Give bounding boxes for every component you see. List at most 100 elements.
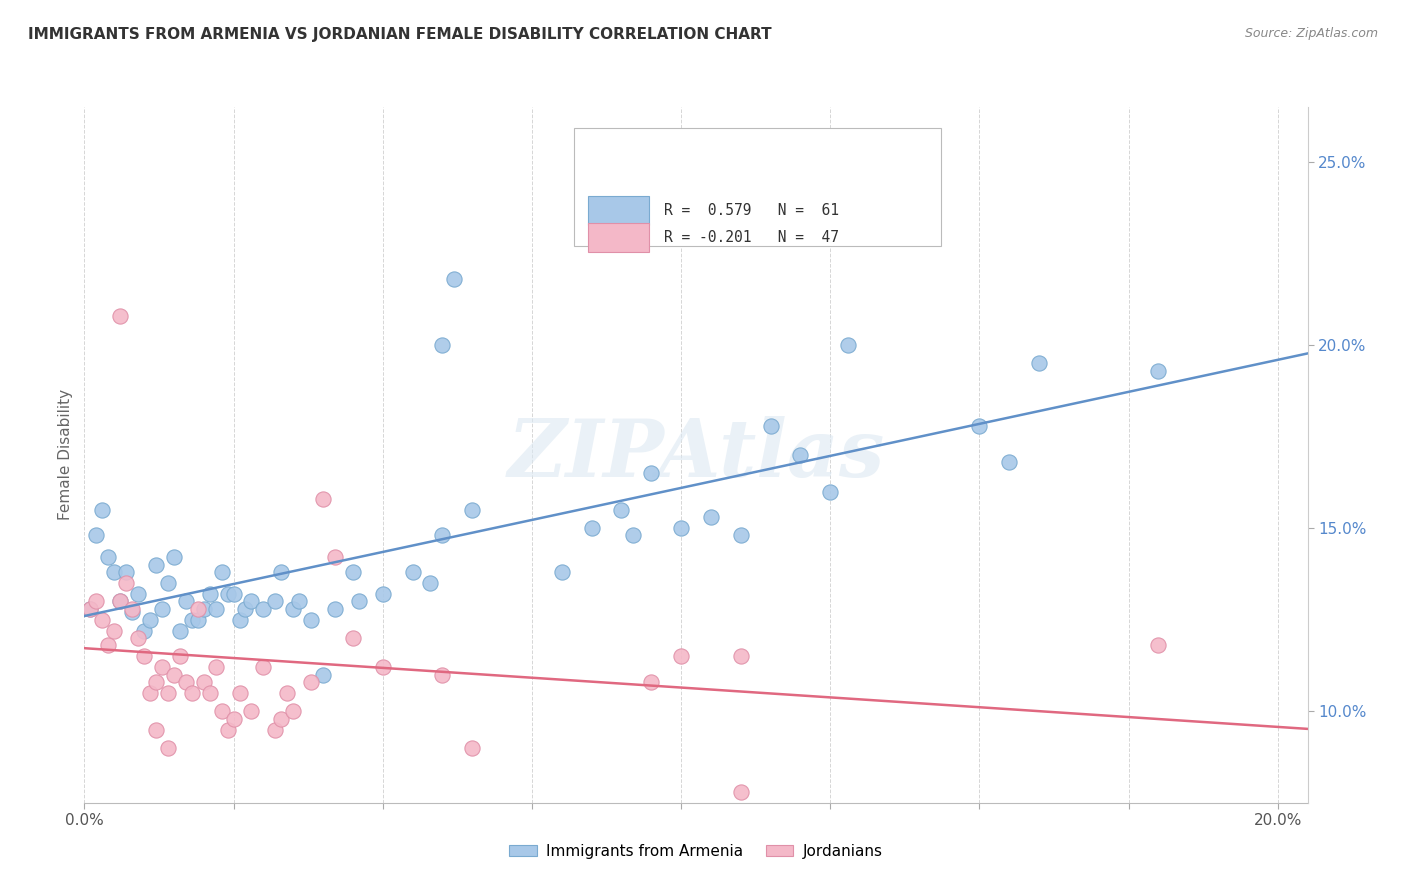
Point [347, 594, 370, 608]
Point [419, 576, 441, 591]
Point [998, 455, 1021, 469]
Point [84, 594, 107, 608]
Point [432, 667, 454, 681]
Text: ZIPAtlas: ZIPAtlas [508, 417, 884, 493]
Point [299, 613, 322, 627]
Point [150, 660, 173, 674]
Point [240, 594, 263, 608]
Point [700, 510, 723, 524]
Point [84, 528, 107, 542]
Point [312, 667, 335, 681]
Point [115, 565, 138, 579]
Point [228, 686, 250, 700]
FancyBboxPatch shape [588, 222, 650, 252]
Point [217, 587, 239, 601]
Point [103, 565, 125, 579]
Point [163, 550, 186, 565]
Point [371, 660, 394, 674]
Point [204, 601, 226, 615]
Point [156, 686, 179, 700]
Point [730, 649, 752, 664]
Point [270, 565, 292, 579]
Point [211, 565, 233, 579]
Point [789, 448, 811, 462]
Text: R =  0.579   N =  61: R = 0.579 N = 61 [664, 203, 839, 219]
Point [1147, 364, 1170, 378]
Text: IMMIGRANTS FROM ARMENIA VS JORDANIAN FEMALE DISABILITY CORRELATION CHART: IMMIGRANTS FROM ARMENIA VS JORDANIAN FEM… [28, 27, 772, 42]
Point [145, 675, 167, 690]
Point [730, 785, 752, 799]
Point [145, 723, 167, 737]
Point [174, 675, 197, 690]
Point [108, 309, 131, 323]
Point [79, 601, 101, 615]
Point [581, 521, 603, 535]
Point [180, 613, 202, 627]
Point [610, 503, 633, 517]
Point [222, 587, 245, 601]
Point [91, 503, 114, 517]
Point [252, 601, 274, 615]
Point [169, 649, 191, 664]
Point [121, 601, 143, 615]
Point [211, 704, 233, 718]
Point [443, 272, 465, 286]
Point [240, 704, 263, 718]
Point [401, 565, 423, 579]
Point [132, 624, 155, 638]
Point [818, 484, 841, 499]
Point [180, 686, 202, 700]
Point [139, 686, 162, 700]
Point [217, 723, 239, 737]
Point [174, 594, 197, 608]
Point [169, 624, 191, 638]
Point [187, 613, 209, 627]
Point [270, 712, 292, 726]
Point [97, 638, 120, 652]
Point [91, 613, 114, 627]
Point [108, 594, 131, 608]
Point [150, 601, 173, 615]
Point [461, 740, 484, 755]
Point [103, 624, 125, 638]
Point [461, 503, 484, 517]
Point [163, 667, 186, 681]
FancyBboxPatch shape [574, 128, 941, 246]
Text: R = -0.201   N =  47: R = -0.201 N = 47 [664, 230, 839, 244]
Point [759, 418, 782, 433]
Point [342, 631, 364, 645]
Point [222, 712, 245, 726]
Point [108, 594, 131, 608]
Point [283, 704, 305, 718]
Point [283, 601, 305, 615]
Point [432, 338, 454, 352]
Point [193, 601, 215, 615]
Point [156, 576, 179, 591]
Point [640, 675, 662, 690]
Point [1147, 638, 1170, 652]
Point [235, 601, 257, 615]
Point [187, 601, 209, 615]
Point [288, 594, 311, 608]
Point [371, 587, 394, 601]
Point [139, 613, 162, 627]
Point [730, 528, 752, 542]
Point [264, 594, 287, 608]
Point [312, 491, 335, 506]
FancyBboxPatch shape [588, 196, 650, 226]
Legend: Immigrants from Armenia, Jordanians: Immigrants from Armenia, Jordanians [503, 838, 889, 864]
Point [551, 565, 574, 579]
Point [204, 660, 226, 674]
Point [156, 740, 179, 755]
Point [1028, 356, 1050, 370]
Point [198, 587, 221, 601]
Point [276, 686, 298, 700]
Point [121, 606, 143, 620]
Text: Source: ZipAtlas.com: Source: ZipAtlas.com [1244, 27, 1378, 40]
Point [669, 521, 692, 535]
Y-axis label: Female Disability: Female Disability [58, 389, 73, 521]
Point [342, 565, 364, 579]
Point [132, 649, 155, 664]
Point [969, 418, 991, 433]
Point [127, 587, 149, 601]
